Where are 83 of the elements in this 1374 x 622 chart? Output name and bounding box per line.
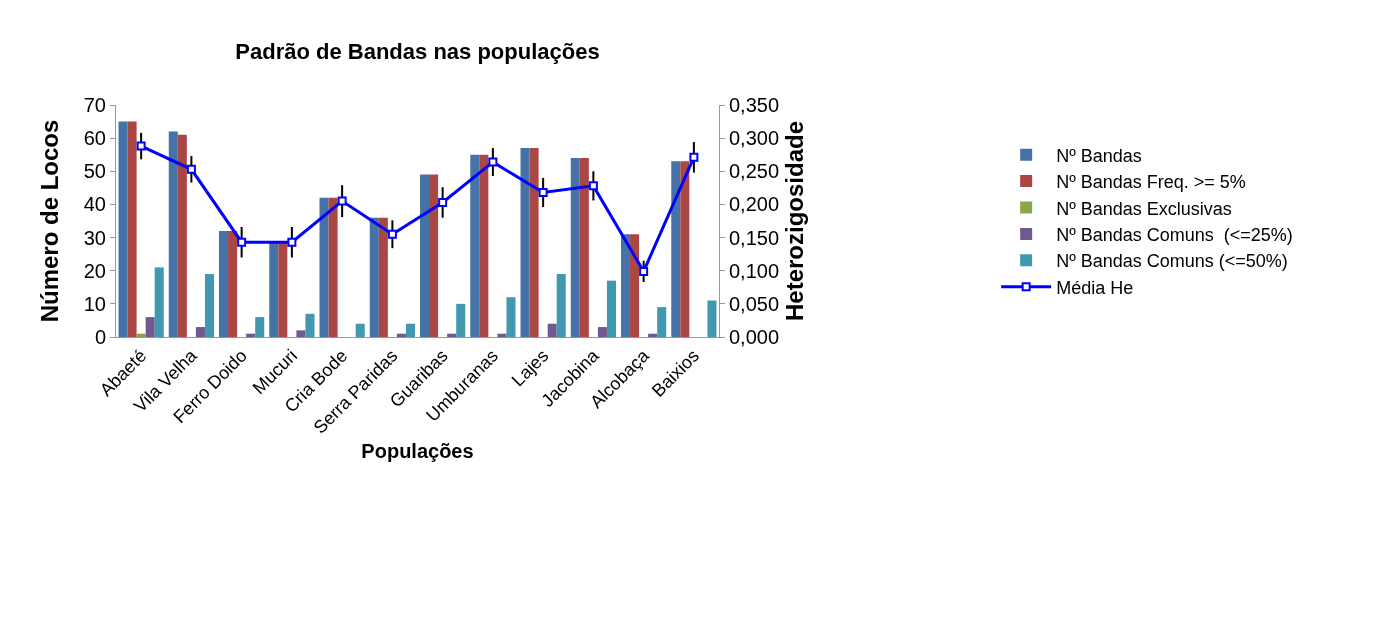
- y-tick-label: 40: [83, 193, 106, 216]
- y-tick-label: 0: [94, 326, 106, 348]
- bar: [219, 230, 229, 337]
- x-axis-title: Populações: [361, 439, 474, 462]
- bar: [355, 323, 365, 337]
- point: [639, 266, 649, 276]
- y2-tick-label: 0,100: [729, 259, 780, 282]
- legend-label: Nº Bandas: [1056, 145, 1142, 166]
- bar: [621, 234, 631, 337]
- bar: [506, 297, 516, 337]
- point: [237, 237, 247, 247]
- bar: [456, 303, 466, 337]
- bar: [195, 327, 205, 337]
- bar: [570, 158, 580, 337]
- bar: [520, 148, 530, 337]
- bar: [405, 323, 415, 337]
- bar: [630, 234, 640, 337]
- bar: [204, 274, 214, 337]
- bar: [296, 330, 306, 337]
- bar: [597, 327, 607, 337]
- y-tick-label: 70: [83, 94, 106, 116]
- bar: [606, 280, 616, 337]
- y2-tick-label: 0,050: [729, 292, 780, 315]
- bar: [707, 300, 717, 337]
- y2-tick-label: 0,350: [729, 94, 780, 116]
- bar: [479, 154, 489, 337]
- point: [438, 197, 448, 207]
- point: [538, 188, 548, 197]
- point: [337, 196, 347, 206]
- bar: [529, 148, 539, 337]
- y-axis-title: Número de Locos: [36, 119, 63, 323]
- bar: [579, 158, 589, 337]
- bar: [228, 230, 238, 337]
- y2-tick-label: 0,300: [729, 127, 780, 150]
- y2-tick-label: 0,150: [729, 226, 780, 249]
- bar: [328, 197, 338, 337]
- bar: [378, 217, 388, 337]
- point: [488, 157, 498, 167]
- legend-label: Nº Bandas Exclusivas: [1056, 198, 1232, 219]
- y2-tick-label: 0,200: [729, 193, 780, 216]
- y2-tick-label: 0,250: [729, 160, 780, 183]
- bar: [127, 121, 137, 337]
- y-tick-label: 20: [83, 259, 106, 282]
- bar: [447, 333, 457, 337]
- bar: [648, 333, 658, 337]
- bar: [547, 323, 557, 337]
- bar: [429, 174, 439, 337]
- bar: [168, 131, 178, 337]
- bar: [556, 274, 566, 337]
- bar: [305, 313, 315, 337]
- y2-axis-title: Heterozigosidade: [781, 120, 809, 322]
- bar: [118, 121, 128, 337]
- y-tick-label: 10: [83, 292, 106, 315]
- bar: [657, 307, 667, 337]
- chart-title: Padrão de Bandas nas populações: [235, 38, 600, 64]
- legend-label: Nº Bandas Freq. >= 5%: [1056, 172, 1246, 193]
- bar: [319, 197, 329, 337]
- legend-label: Média He: [1056, 277, 1134, 298]
- bar: [369, 217, 379, 337]
- bar: [497, 333, 507, 337]
- point: [287, 237, 297, 247]
- bar: [145, 317, 155, 337]
- bar: [680, 161, 690, 337]
- point: [136, 141, 146, 151]
- bar: [255, 317, 265, 337]
- legend-label: Nº Bandas Comuns (<=50%): [1056, 251, 1288, 272]
- bar: [177, 134, 187, 337]
- legend-label: Nº Bandas Comuns (<=25%): [1056, 224, 1293, 245]
- y-tick-label: 50: [83, 160, 106, 183]
- bar: [396, 333, 406, 337]
- bar: [246, 333, 256, 337]
- point: [387, 229, 397, 239]
- bar: [671, 161, 681, 337]
- bar: [420, 174, 430, 337]
- point: [588, 181, 598, 191]
- point: [186, 164, 196, 174]
- y2-tick-label: 0,000: [729, 326, 780, 348]
- bar: [136, 333, 146, 337]
- point: [689, 152, 699, 162]
- bar: [154, 267, 164, 337]
- y-tick-label: 30: [83, 226, 106, 249]
- bar: [470, 154, 480, 337]
- y-tick-label: 60: [83, 127, 106, 150]
